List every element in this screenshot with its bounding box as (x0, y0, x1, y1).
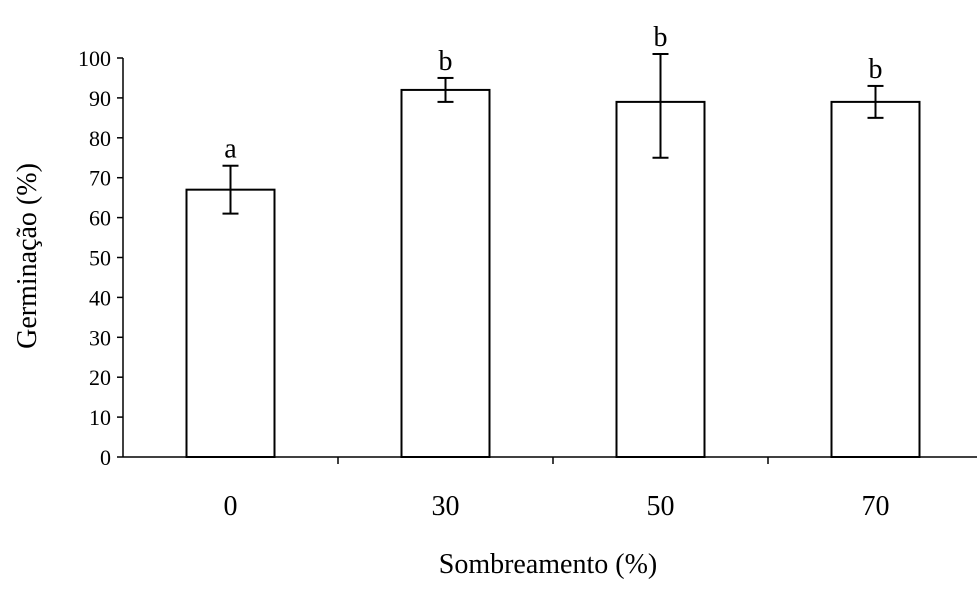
y-tick-label: 10 (89, 405, 111, 430)
x-tick-label: 70 (862, 491, 890, 522)
axes: 0 10 20 30 40 50 60 70 80 90 100 (78, 46, 977, 470)
bar (615, 100, 706, 458)
y-tick-label: 70 (89, 166, 111, 191)
significance-label: b (439, 46, 453, 77)
x-tick-label: 50 (647, 491, 675, 522)
x-tick-label: 30 (432, 491, 460, 522)
y-tick-label: 90 (89, 86, 111, 111)
y-tick-label: 80 (89, 126, 111, 151)
significance-label: b (869, 54, 883, 85)
error-bars (222, 53, 884, 215)
x-tick-label: 0 (224, 491, 238, 522)
y-tick-label: 60 (89, 206, 111, 231)
significance-label: a (224, 134, 237, 165)
x-axis-title: Sombreamento (%) (439, 549, 658, 580)
y-tick-label: 30 (89, 325, 111, 350)
significance-label: b (654, 22, 668, 53)
y-tick-label: 50 (89, 246, 111, 271)
y-axis-title: Germinação (%) (12, 163, 43, 349)
y-tick-label: 40 (89, 285, 111, 310)
labels: a 0 b 30 b 50 b 70 (224, 22, 890, 522)
bar (185, 188, 276, 458)
y-tick-label: 100 (78, 46, 111, 71)
y-tick-label: 0 (100, 445, 111, 470)
bar (400, 88, 491, 458)
bars (185, 88, 921, 458)
y-tick-label: 20 (89, 365, 111, 390)
bar (830, 100, 921, 458)
